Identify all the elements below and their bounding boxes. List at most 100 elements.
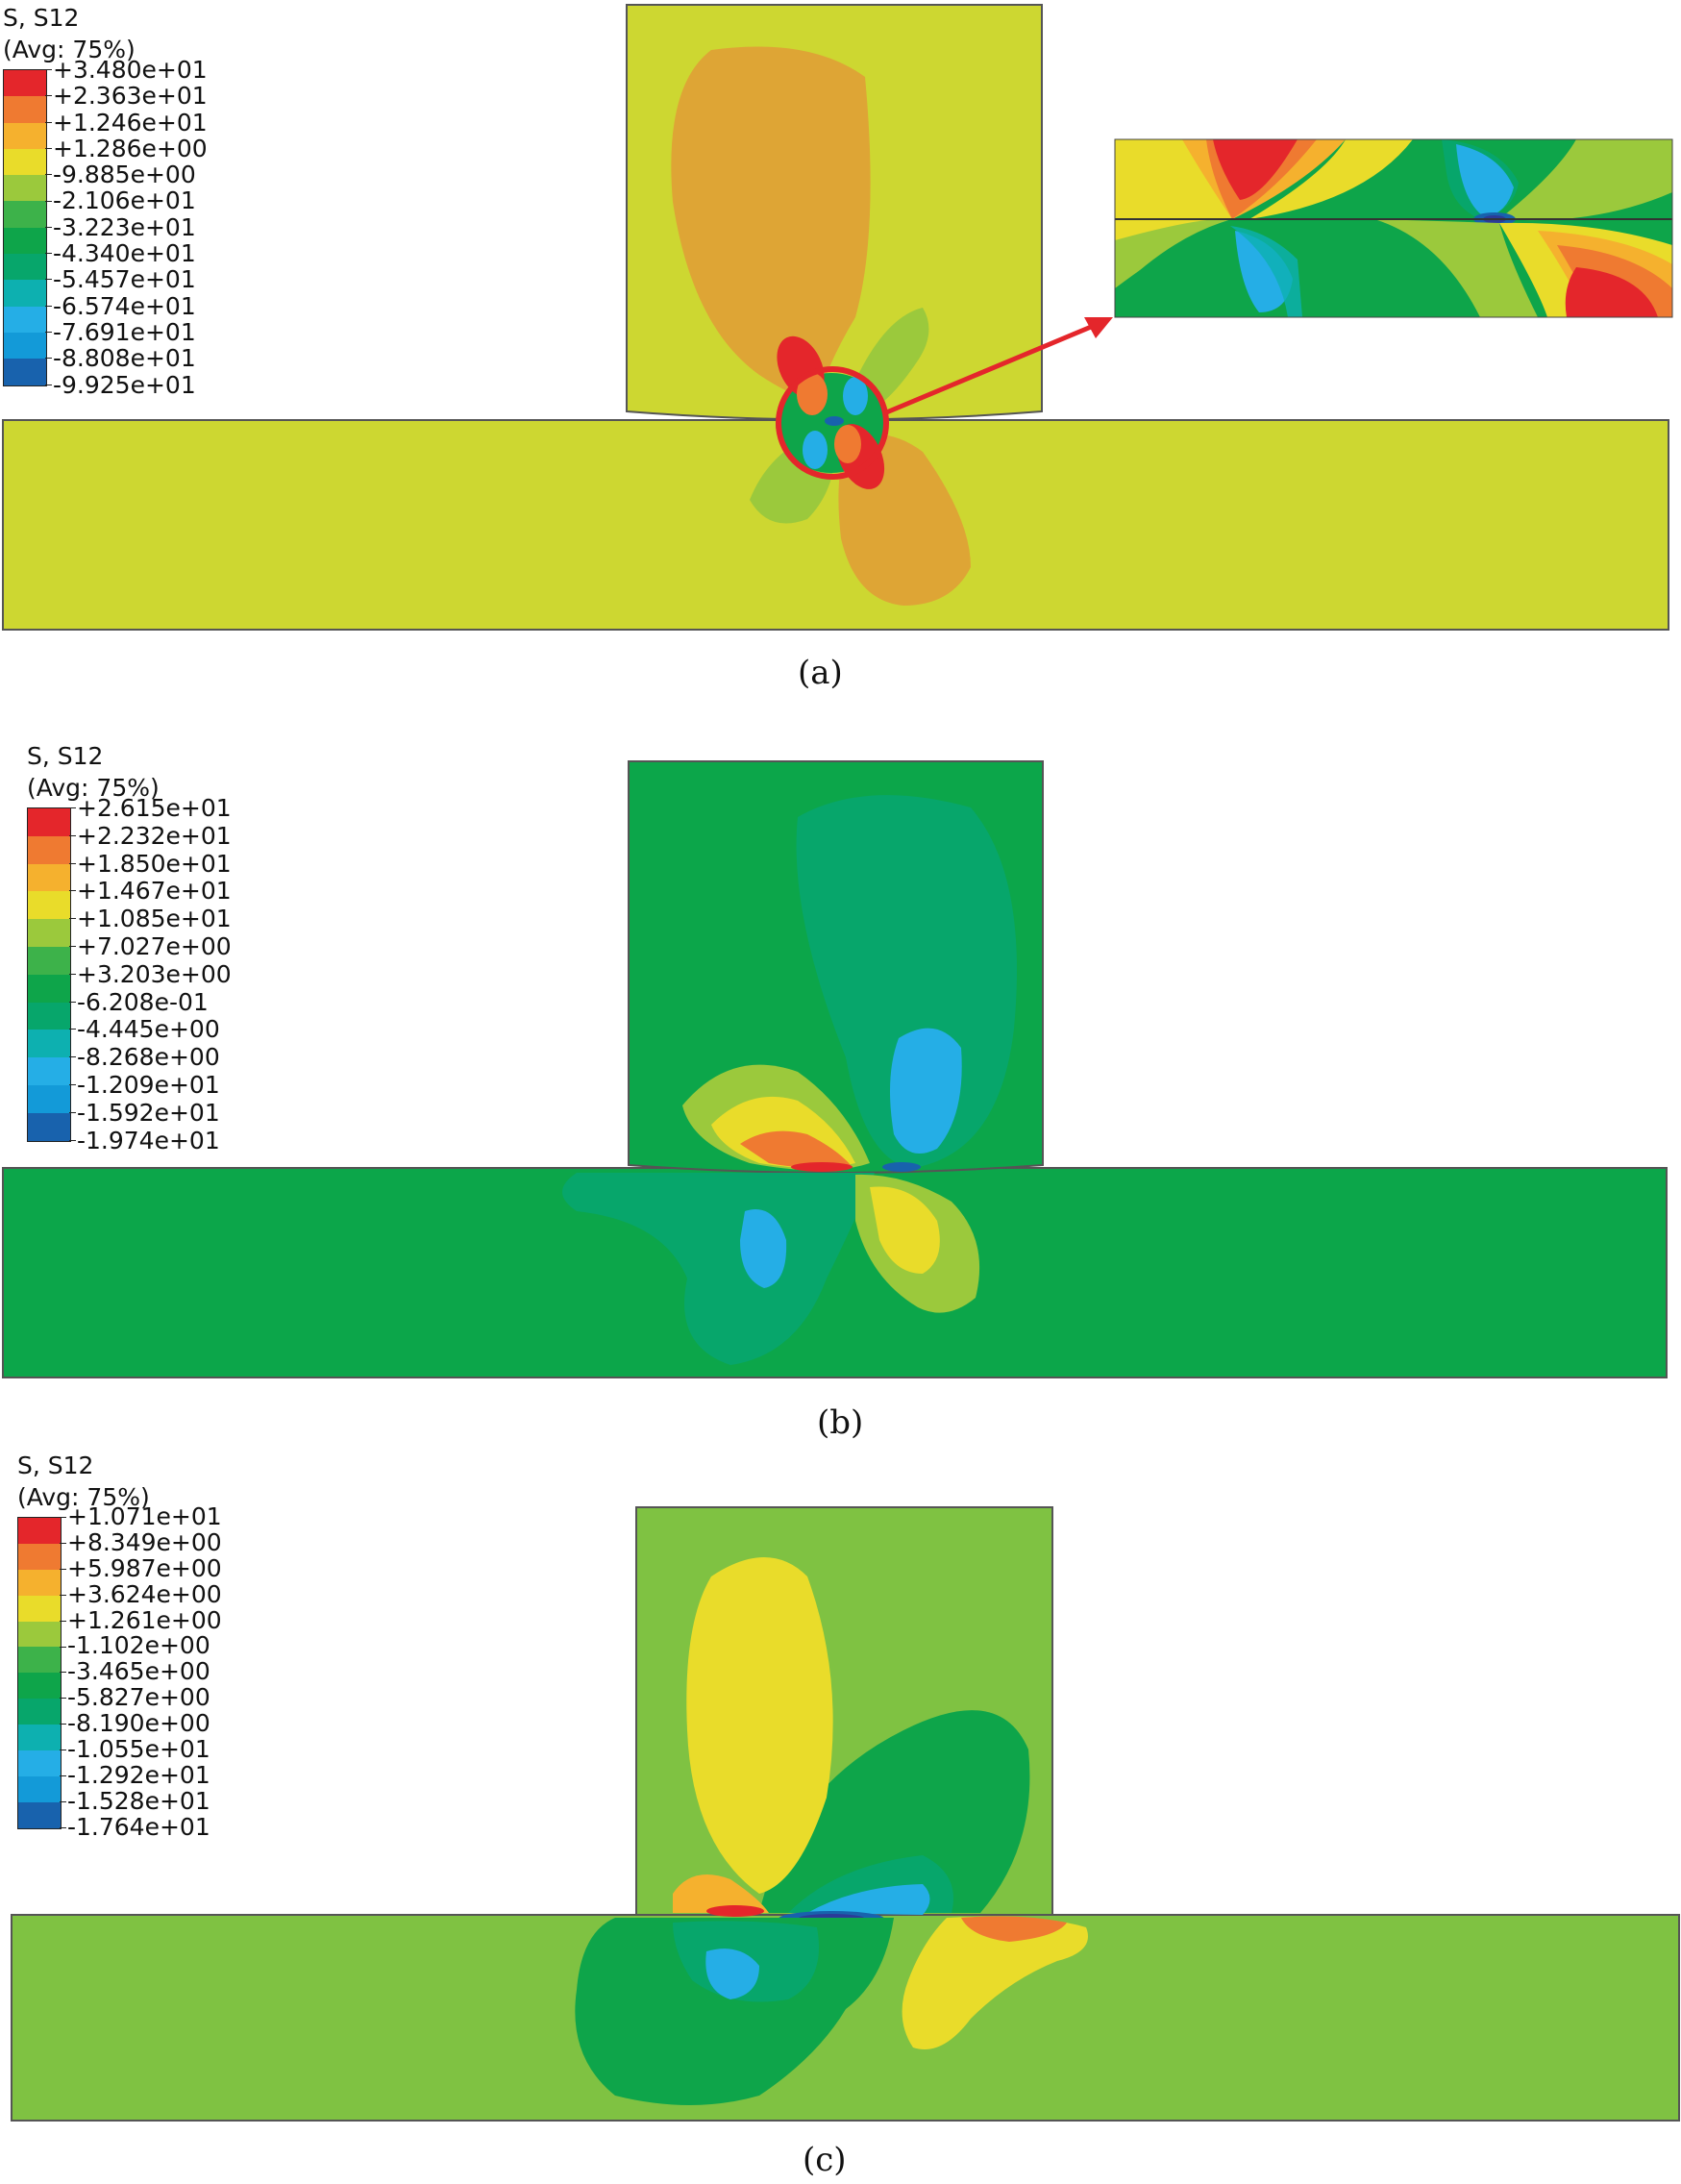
stress-lobe-upper-left [671,46,871,404]
stress-lobe-upper-right [796,795,1017,1168]
legend-c: S, S12 (Avg: 75%) +1.071e+01 +8.349e+00 +5… [17,1450,222,1840]
legend-swatch [4,332,46,360]
contact-cyan-l [803,431,828,469]
legend-swatch [4,306,46,333]
legend-tick [60,1542,66,1544]
legend-tick [45,147,52,149]
legend-swatch [28,808,70,836]
legend-tick [69,807,76,808]
legend-tick [45,174,52,176]
stress-lobe-upper-left [686,1557,833,1894]
legend-tick [45,95,52,97]
legend-tick [60,1826,66,1828]
zoom-arrow-line [883,322,1097,416]
legend-swatch [18,1673,61,1700]
legend-swatch [28,919,70,947]
panel-b: S, S12 (Avg: 75%) +2.615e+01 +2.232e+01 +1… [0,740,1681,1442]
legend-swatch [4,254,46,281]
legend-value: +7.027e+00 [77,931,232,960]
legend-swatch [28,863,70,892]
legend-swatch [28,1030,70,1058]
legend-value: +1.085e+01 [77,905,232,933]
legend-value: -1.209e+01 [77,1070,220,1099]
legend-tick [45,305,52,307]
legend-value: -8.190e+00 [67,1709,210,1738]
legend-swatch [4,280,46,307]
legend-color-bar [27,807,71,1142]
legend-swatch [4,96,46,123]
legend-swatch [4,227,46,255]
stress-lobe-lower-right [902,1916,1088,2049]
stress-lobe-orange-upper [673,1874,769,1913]
contact-blue-core [825,416,844,426]
legend-title: S, S12 [17,1452,94,1479]
stress-lobe-cyan-upper [807,1884,930,1915]
legend-a: S, S12 (Avg: 75%) +3.480e+01 +2.363e+01 +1… [3,2,208,398]
legend-value: +2.363e+01 [53,82,208,111]
legend-value: +1.246e+01 [53,108,208,136]
legend-swatch [18,1569,61,1596]
legend-value: +1.071e+01 [67,1502,222,1530]
legend-b: S, S12 (Avg: 75%) +2.615e+01 +2.232e+01 +1… [27,740,232,1154]
zoom-inset [1114,138,1673,318]
legend-tick [60,1672,66,1674]
legend-tick [60,1724,66,1725]
legend-tick [60,1568,66,1570]
legend-tick [45,69,52,70]
legend-value: +2.232e+01 [77,821,232,850]
legend-title: S, S12 [3,4,80,32]
legend-tick [69,1029,76,1030]
legend-swatch [18,1699,61,1725]
legend-value: -3.465e+00 [67,1657,210,1686]
legend-swatch [28,1112,70,1141]
legend-swatch [4,148,46,176]
legend-swatch [18,1543,61,1570]
contact-orange-lr [834,425,861,463]
legend-swatch [28,1002,70,1030]
legend-tick [45,226,52,228]
caption-a: (a) [798,654,843,692]
contact-red [791,1162,853,1172]
legend-swatch [18,1750,61,1776]
legend-swatch [18,1621,61,1648]
contour-plot-b [2,760,1668,1378]
legend-swatch [28,1057,70,1085]
legend-scale: +2.615e+01 +2.232e+01 +1.850e+01 +1.467e+01… [27,794,232,1154]
legend-tick [60,1646,66,1648]
stress-lobe-cyan-lower [705,1948,759,1999]
legend-value: +2.615e+01 [77,794,232,822]
legend-subtitle: (Avg: 75%) [27,774,160,802]
legend-swatch [4,122,46,149]
contact-blue [882,1162,921,1172]
legend-value: -8.808e+01 [53,344,196,373]
caption-b: (b) [817,1403,864,1442]
legend-tick [69,862,76,864]
legend-color-bar [3,69,47,386]
stress-lobe-orange [740,1130,851,1168]
stress-lobe-upper-right [759,1710,1030,1913]
legend-tick [45,200,52,202]
legend-swatch [18,1595,61,1622]
legend-tick [60,1775,66,1776]
legend-swatch [18,1518,61,1544]
legend-value: -9.925e+01 [53,370,196,399]
legend-value: -1.292e+01 [67,1760,210,1789]
contact-red-left [706,1905,764,1917]
legend-swatch [18,1647,61,1674]
legend-tick [69,1084,76,1085]
legend-value: -1.102e+00 [67,1631,210,1660]
legend-value: -2.106e+01 [53,186,196,215]
legend-tick [45,332,52,333]
legend-swatch [4,175,46,202]
legend-scale: +3.480e+01 +2.363e+01 +1.246e+01 +1.286e+00… [3,57,208,398]
contact-cyan-r [843,377,868,415]
legend-swatch [28,946,70,975]
legend-swatch [28,1084,70,1113]
legend-swatch [18,1725,61,1751]
legend-value: +1.850e+01 [77,849,232,878]
legend-value: +1.286e+00 [53,134,208,162]
legend-tick [60,1594,66,1596]
legend-value: +1.467e+01 [77,877,232,906]
zoom-arrow-head [1084,317,1113,338]
legend-value: -4.445e+00 [77,1015,220,1044]
